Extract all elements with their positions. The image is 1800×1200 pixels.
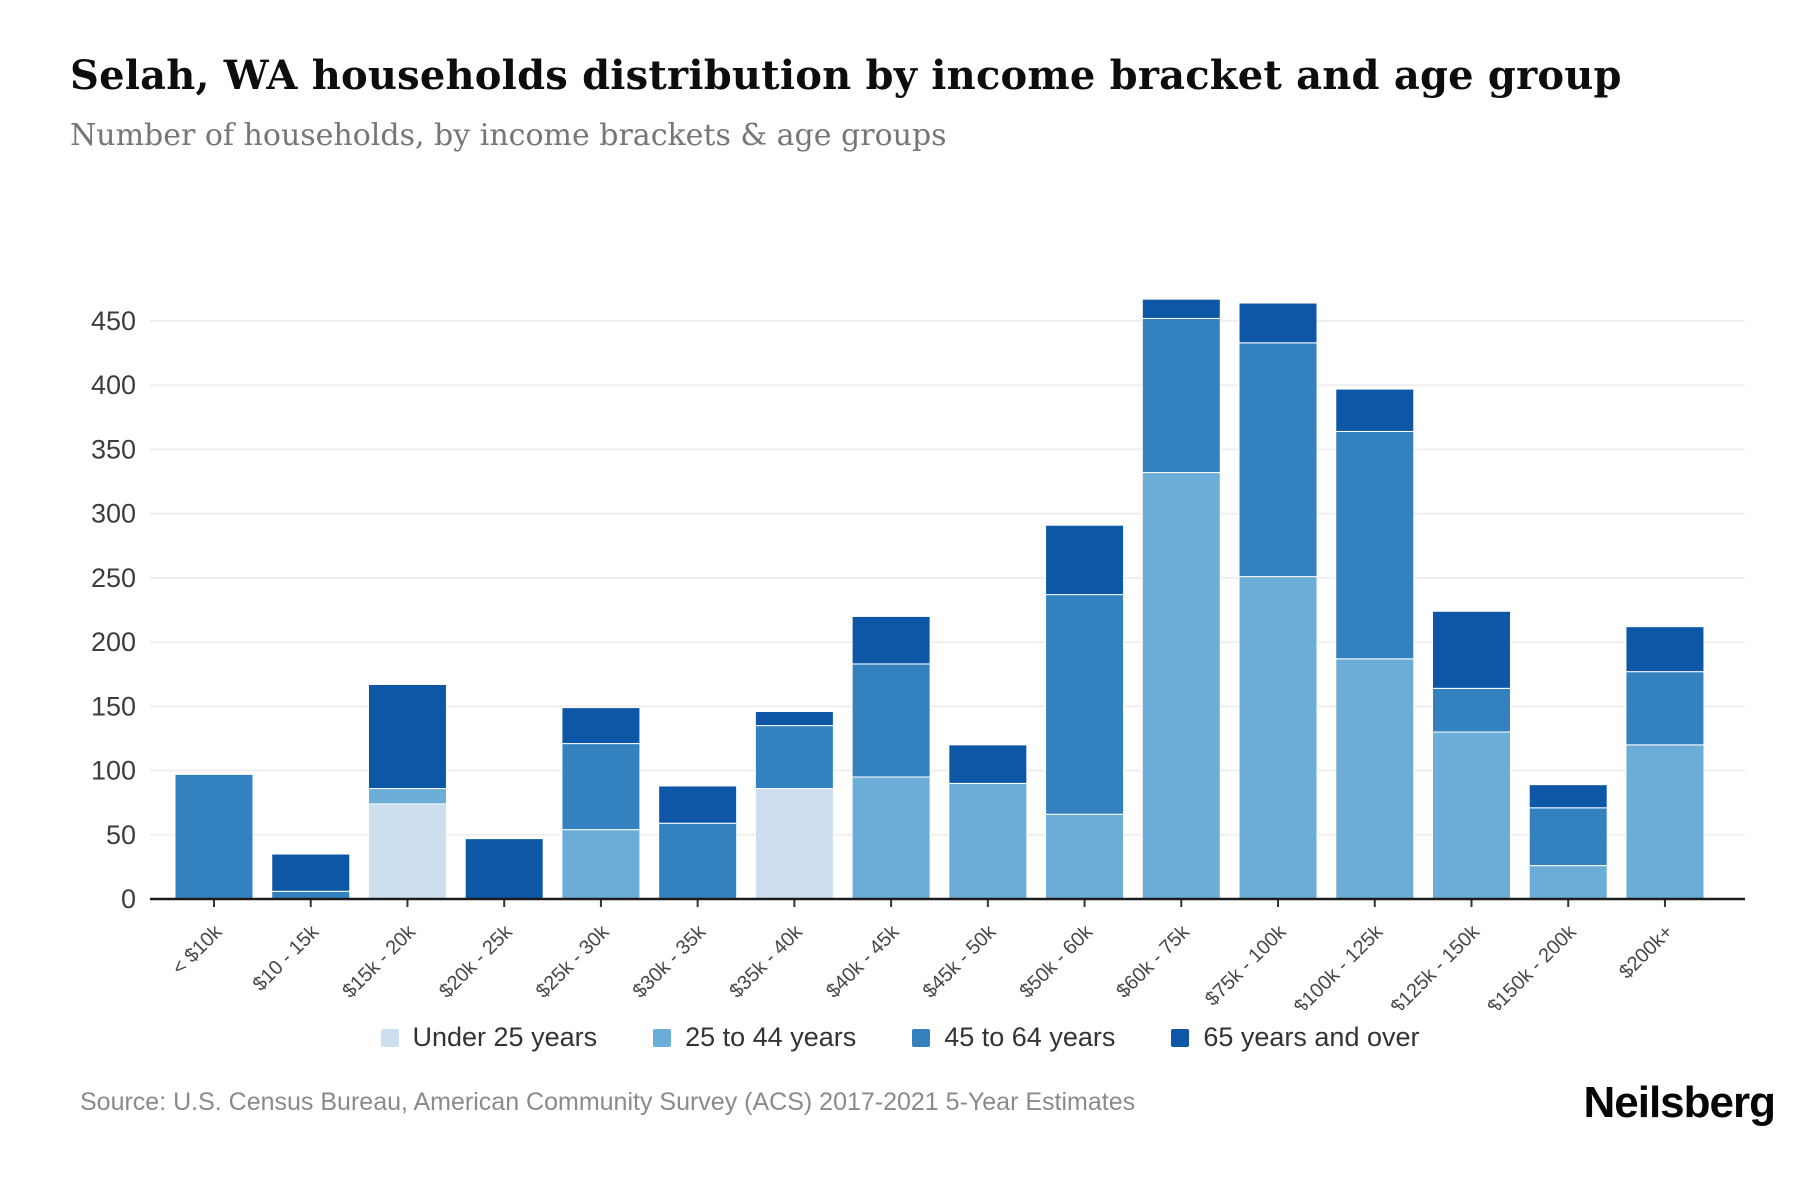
bar-segment[interactable] bbox=[851, 615, 931, 665]
bar-segment[interactable] bbox=[1625, 671, 1705, 746]
bar-segment[interactable] bbox=[1238, 342, 1318, 578]
legend-item[interactable]: 25 to 44 years bbox=[653, 1022, 856, 1053]
bar-segment[interactable] bbox=[1238, 302, 1318, 344]
page-subtitle: Number of households, by income brackets… bbox=[70, 118, 947, 153]
bar-segment[interactable] bbox=[1625, 626, 1705, 673]
source-note: Source: U.S. Census Bureau, American Com… bbox=[80, 1088, 1136, 1116]
bar-segment[interactable] bbox=[561, 743, 641, 831]
x-axis-tick-label: $10 - 15k bbox=[249, 920, 324, 995]
y-axis-tick-label: 0 bbox=[121, 884, 136, 914]
x-axis-tick-label: $25k - 30k bbox=[532, 920, 614, 1002]
bar-segment[interactable] bbox=[174, 773, 254, 900]
legend-item[interactable]: 45 to 64 years bbox=[912, 1022, 1115, 1053]
bar-segment[interactable] bbox=[1141, 298, 1221, 319]
x-axis-tick-label: $35k - 40k bbox=[725, 920, 807, 1002]
legend-swatch-icon bbox=[653, 1028, 672, 1047]
x-axis-tick-label: $100k - 125k bbox=[1290, 920, 1388, 1010]
bar-segment[interactable] bbox=[1528, 865, 1608, 900]
x-axis-tick-label: $30k - 35k bbox=[629, 920, 711, 1002]
bar-segment[interactable] bbox=[754, 788, 834, 900]
legend-label: 45 to 64 years bbox=[944, 1022, 1116, 1052]
y-axis-tick-label: 350 bbox=[91, 434, 136, 464]
y-axis-tick-label: 200 bbox=[91, 627, 136, 657]
bar-segment[interactable] bbox=[1528, 784, 1608, 809]
legend-label: Under 25 years bbox=[412, 1022, 598, 1052]
brand-logo: Neilsberg bbox=[1583, 1078, 1776, 1127]
bar-segment[interactable] bbox=[1335, 430, 1415, 660]
x-axis-tick-label: $15k - 20k bbox=[338, 920, 420, 1002]
bar-segment[interactable] bbox=[561, 707, 641, 745]
bar-segment[interactable] bbox=[1431, 687, 1511, 733]
bar-segment[interactable] bbox=[1045, 594, 1125, 815]
legend-swatch-icon bbox=[912, 1028, 931, 1047]
page-title: Selah, WA households distribution by inc… bbox=[70, 52, 1622, 99]
bar-segment[interactable] bbox=[948, 744, 1028, 784]
bar-segment[interactable] bbox=[851, 776, 931, 900]
y-axis-tick-label: 100 bbox=[91, 756, 136, 786]
legend-swatch-icon bbox=[1171, 1028, 1190, 1047]
bar-segment[interactable] bbox=[271, 853, 351, 892]
y-axis-tick-label: 400 bbox=[91, 370, 136, 400]
legend-label: 65 years and over bbox=[1203, 1022, 1420, 1052]
legend-swatch-icon bbox=[380, 1028, 399, 1047]
bar-segment[interactable] bbox=[367, 683, 447, 790]
bar-segment[interactable] bbox=[1045, 813, 1125, 900]
bar-segment[interactable] bbox=[367, 803, 447, 900]
y-axis-tick-label: 300 bbox=[91, 499, 136, 529]
bar-segment[interactable] bbox=[1431, 731, 1511, 900]
bar-segment[interactable] bbox=[754, 710, 834, 727]
x-axis-tick-label: $50k - 60k bbox=[1016, 920, 1098, 1002]
stacked-bar-chart: 0 50 100 150 200 250 300 350 400 450 < $10k $10 - 1… bbox=[91, 298, 1745, 1010]
bar-segment[interactable] bbox=[561, 829, 641, 900]
bar-segment[interactable] bbox=[1335, 658, 1415, 900]
legend-item[interactable]: Under 25 years bbox=[380, 1022, 598, 1053]
bar-segment[interactable] bbox=[464, 838, 544, 900]
legend-label: 25 to 44 years bbox=[685, 1022, 857, 1052]
x-axis-tick-label: $75k - 100k bbox=[1201, 920, 1291, 1010]
bar-segment[interactable] bbox=[658, 822, 738, 900]
bar-segment[interactable] bbox=[1625, 744, 1705, 900]
x-axis-tick-label: $45k - 50k bbox=[919, 920, 1001, 1002]
bar-segment[interactable] bbox=[948, 782, 1028, 900]
bar-segment[interactable] bbox=[1045, 524, 1125, 596]
x-axis-tick-label: $125k - 150k bbox=[1387, 920, 1485, 1010]
bar-segment[interactable] bbox=[851, 663, 931, 778]
bar-segment[interactable] bbox=[367, 788, 447, 805]
bar-segment[interactable] bbox=[1431, 610, 1511, 689]
bar-segment[interactable] bbox=[1238, 576, 1318, 900]
bar-segment[interactable] bbox=[658, 785, 738, 824]
bar-segment[interactable] bbox=[1141, 317, 1221, 474]
y-axis-tick-label: 150 bbox=[91, 691, 136, 721]
chart-legend: Under 25 years 25 to 44 years 45 to 64 yea… bbox=[0, 1022, 1800, 1053]
bar-segment[interactable] bbox=[1141, 472, 1221, 900]
y-axis-tick-label: 450 bbox=[91, 306, 136, 336]
x-axis-tick-label: $200k+ bbox=[1615, 921, 1677, 983]
x-axis-tick-label: < $10k bbox=[168, 920, 227, 979]
bar-segment[interactable] bbox=[1528, 807, 1608, 867]
bar-segment[interactable] bbox=[754, 725, 834, 790]
bar-segment[interactable] bbox=[1335, 388, 1415, 432]
x-axis-tick-label: $40k - 45k bbox=[822, 920, 904, 1002]
y-axis-tick-label: 50 bbox=[106, 820, 136, 850]
x-axis-tick-label: $20k - 25k bbox=[435, 920, 517, 1002]
legend-item[interactable]: 65 years and over bbox=[1171, 1022, 1420, 1053]
x-axis-tick-label: $150k - 200k bbox=[1483, 920, 1581, 1010]
x-axis-tick-label: $60k - 75k bbox=[1112, 920, 1194, 1002]
y-axis-tick-label: 250 bbox=[91, 563, 136, 593]
